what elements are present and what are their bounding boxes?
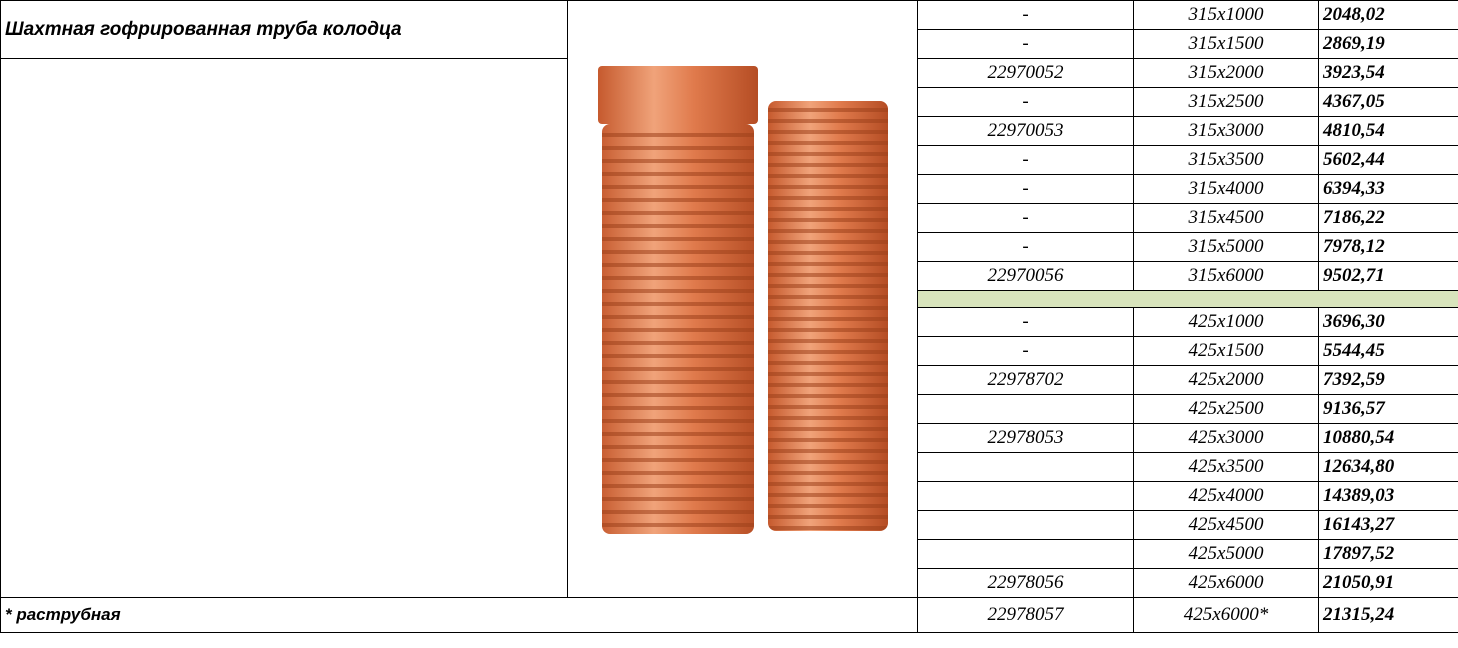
cell: -	[918, 308, 1134, 337]
cell: 425x2500	[1134, 395, 1319, 424]
cell	[918, 291, 1458, 308]
cell: 7392,59	[1319, 366, 1458, 395]
cell: -	[918, 146, 1134, 175]
cell: 6394,33	[1319, 175, 1458, 204]
cell: 7978,12	[1319, 233, 1458, 262]
cell: 315x4000	[1134, 175, 1319, 204]
cell: 2869,19	[1319, 30, 1458, 59]
cell: -	[918, 88, 1134, 117]
cell: 3923,54	[1319, 59, 1458, 88]
cell: 22970053	[918, 117, 1134, 146]
cell	[918, 511, 1134, 540]
cell: 315x6000	[1134, 262, 1319, 291]
cell: 425x6000*	[1134, 598, 1319, 633]
cell: 14389,03	[1319, 482, 1458, 511]
cell	[918, 395, 1134, 424]
cell: 22978057	[918, 598, 1134, 633]
cell: -	[918, 30, 1134, 59]
cell: 10880,54	[1319, 424, 1458, 453]
cell	[918, 453, 1134, 482]
cell: 22978056	[918, 569, 1134, 598]
cell: 2048,02	[1319, 1, 1458, 30]
cell: -	[918, 337, 1134, 366]
cell: 16143,27	[1319, 511, 1458, 540]
cell	[918, 482, 1134, 511]
cell: -	[918, 233, 1134, 262]
price-table: Шахтная гофрированная труба колодца -315…	[0, 0, 1458, 633]
cell: 5602,44	[1319, 146, 1458, 175]
cell: 22978053	[918, 424, 1134, 453]
cell: 22970052	[918, 59, 1134, 88]
cell: * раструбная	[1, 598, 918, 633]
cell: 22978702	[918, 366, 1134, 395]
row: Шахтная гофрированная труба колодца -315…	[1, 1, 1458, 30]
cell: 4810,54	[1319, 117, 1458, 146]
cell: 21050,91	[1319, 569, 1458, 598]
cell: 315x1500	[1134, 30, 1319, 59]
image-cell	[568, 1, 918, 598]
pipe-image	[568, 46, 918, 546]
cell: 17897,52	[1319, 540, 1458, 569]
cell: 5544,45	[1319, 337, 1458, 366]
cell: 425x6000	[1134, 569, 1319, 598]
cell: 425x1500	[1134, 337, 1319, 366]
page: Шахтная гофрированная труба колодца -315…	[0, 0, 1458, 648]
cell: 425x2000	[1134, 366, 1319, 395]
cell: 425x4000	[1134, 482, 1319, 511]
cell: 425x4500	[1134, 511, 1319, 540]
cell: 315x3500	[1134, 146, 1319, 175]
cell	[918, 540, 1134, 569]
cell: 12634,80	[1319, 453, 1458, 482]
cell: 425x3500	[1134, 453, 1319, 482]
cell: 315x5000	[1134, 233, 1319, 262]
cell: 21315,24	[1319, 598, 1458, 633]
cell: -	[918, 204, 1134, 233]
cell: 22970056	[918, 262, 1134, 291]
cell: 425x3000	[1134, 424, 1319, 453]
cell: 9136,57	[1319, 395, 1458, 424]
cell: 315x2500	[1134, 88, 1319, 117]
cell: 425x1000	[1134, 308, 1319, 337]
cell: 7186,22	[1319, 204, 1458, 233]
cell: 315x3000	[1134, 117, 1319, 146]
title: Шахтная гофрированная труба колодца	[1, 1, 568, 59]
cell: -	[918, 1, 1134, 30]
cell: 425x5000	[1134, 540, 1319, 569]
cell: 9502,71	[1319, 262, 1458, 291]
cell: -	[918, 175, 1134, 204]
cell: 315x1000	[1134, 1, 1319, 30]
cell: 315x2000	[1134, 59, 1319, 88]
cell	[1, 59, 568, 598]
cell: 3696,30	[1319, 308, 1458, 337]
cell: 4367,05	[1319, 88, 1458, 117]
cell: 315x4500	[1134, 204, 1319, 233]
